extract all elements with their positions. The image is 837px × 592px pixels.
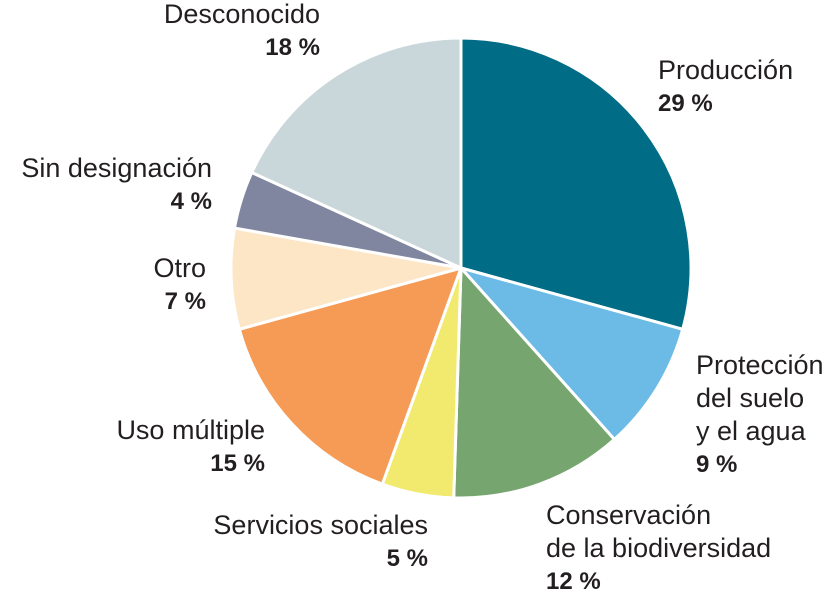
- label-sin-designacion: Sin designación 4 %: [21, 152, 212, 218]
- label-otro: Otro 7 %: [153, 252, 206, 318]
- slice-label: Uso múltiple: [116, 415, 265, 445]
- slice-percent: 4 %: [170, 188, 212, 215]
- slice-label: Sin designación: [21, 153, 212, 183]
- label-desconocido: Desconocido 18 %: [164, 0, 320, 64]
- label-uso-multiple: Uso múltiple 15 %: [116, 414, 265, 480]
- slice-percent: 29 %: [658, 90, 713, 117]
- slice-label-line: de la biodiversidad: [546, 533, 772, 563]
- label-proteccion: Protección del suelo y el agua 9 %: [696, 349, 824, 481]
- slice-percent: 12 %: [546, 568, 601, 592]
- slice-percent: 7 %: [164, 288, 206, 315]
- pie-slice-1: [459, 266, 685, 441]
- slice-label-line: del suelo: [696, 383, 805, 413]
- slice-label: Servicios sociales: [213, 510, 428, 540]
- label-conservacion: Conservación de la biodiversidad 12 %: [546, 499, 771, 592]
- pie-slice-7: [250, 36, 463, 270]
- slice-label: Producción: [658, 55, 794, 85]
- slice-label: Desconocido: [163, 0, 320, 29]
- pie-slice-4: [237, 266, 463, 486]
- pie-slice-0: [459, 36, 693, 331]
- slice-percent: 15 %: [210, 450, 265, 477]
- label-servicios: Servicios sociales 5 %: [213, 509, 428, 575]
- slice-percent: 18 %: [265, 34, 320, 61]
- slice-label: Otro: [153, 253, 206, 283]
- slice-label-line: Protección: [696, 350, 824, 380]
- slice-label-line: y el agua: [696, 416, 806, 446]
- label-produccion: Producción 29 %: [658, 54, 793, 120]
- slice-percent: 5 %: [386, 545, 428, 572]
- pie-slice-5: [229, 226, 463, 331]
- pie-slice-2: [452, 266, 616, 500]
- slice-label-line: Conservación: [546, 500, 712, 530]
- slice-percent: 9 %: [696, 451, 738, 478]
